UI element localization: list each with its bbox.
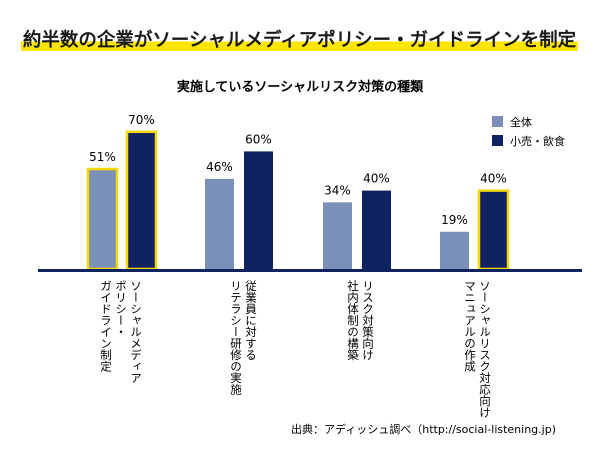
- bar-overall-3: [323, 202, 352, 269]
- category-1-line-2: ポリシー・: [114, 280, 128, 338]
- bar-retail-3: [362, 190, 391, 269]
- headline-text: 約半数の企業がソーシャルメディアポリシー・ガイドラインを制定: [20, 30, 579, 51]
- bar-overall-1: [86, 167, 119, 271]
- category-2-line-2: リテラシー研修の実施: [229, 280, 243, 396]
- category-1-line-1: ソーシャルメディア: [129, 280, 143, 384]
- category-1-line-3: ガイドライン制定: [99, 280, 113, 373]
- data-label-overall-3: 34%: [324, 183, 351, 197]
- category-2-line-1: 従業員に対する: [244, 280, 258, 361]
- category-3-line-1: リスク対策向け: [361, 280, 375, 361]
- category-4-line-1: ソーシャルリスク対応向け: [478, 280, 492, 418]
- headline: 約半数の企業がソーシャルメディアポリシー・ガイドラインを制定: [0, 26, 599, 52]
- bars-layer: 51% 46% 34% 19% 70% 60% 40% 40%: [86, 113, 510, 271]
- bar-retail-2: [244, 151, 273, 269]
- legend-label-overall: 全体: [510, 115, 532, 129]
- category-4-line-2: マニュアルの作成: [463, 280, 477, 373]
- data-label-overall-4: 19%: [441, 213, 468, 227]
- data-label-retail-3: 40%: [363, 172, 390, 186]
- bar-overall-4: [440, 231, 469, 269]
- category-3-line-2: 社内体制の構築: [346, 279, 360, 360]
- data-label-retail-2: 60%: [245, 132, 272, 146]
- legend-swatch-overall: [492, 116, 503, 127]
- source-note: 出典：アディッシュ調べ（http://social-listening.jp): [291, 422, 556, 436]
- data-label-retail-4: 40%: [480, 172, 507, 186]
- chart-title: 実施しているソーシャルリスク対策の種類: [177, 79, 424, 95]
- legend-swatch-retail: [492, 135, 503, 146]
- bar-overall-2: [205, 178, 234, 269]
- data-label-retail-1: 70%: [128, 113, 155, 127]
- legend-label-retail: 小売・飲食: [510, 134, 565, 148]
- data-label-overall-1: 51%: [89, 150, 116, 164]
- data-label-overall-2: 46%: [206, 160, 233, 174]
- bar-retail-4: [477, 189, 510, 271]
- bar-retail-1: [125, 130, 158, 271]
